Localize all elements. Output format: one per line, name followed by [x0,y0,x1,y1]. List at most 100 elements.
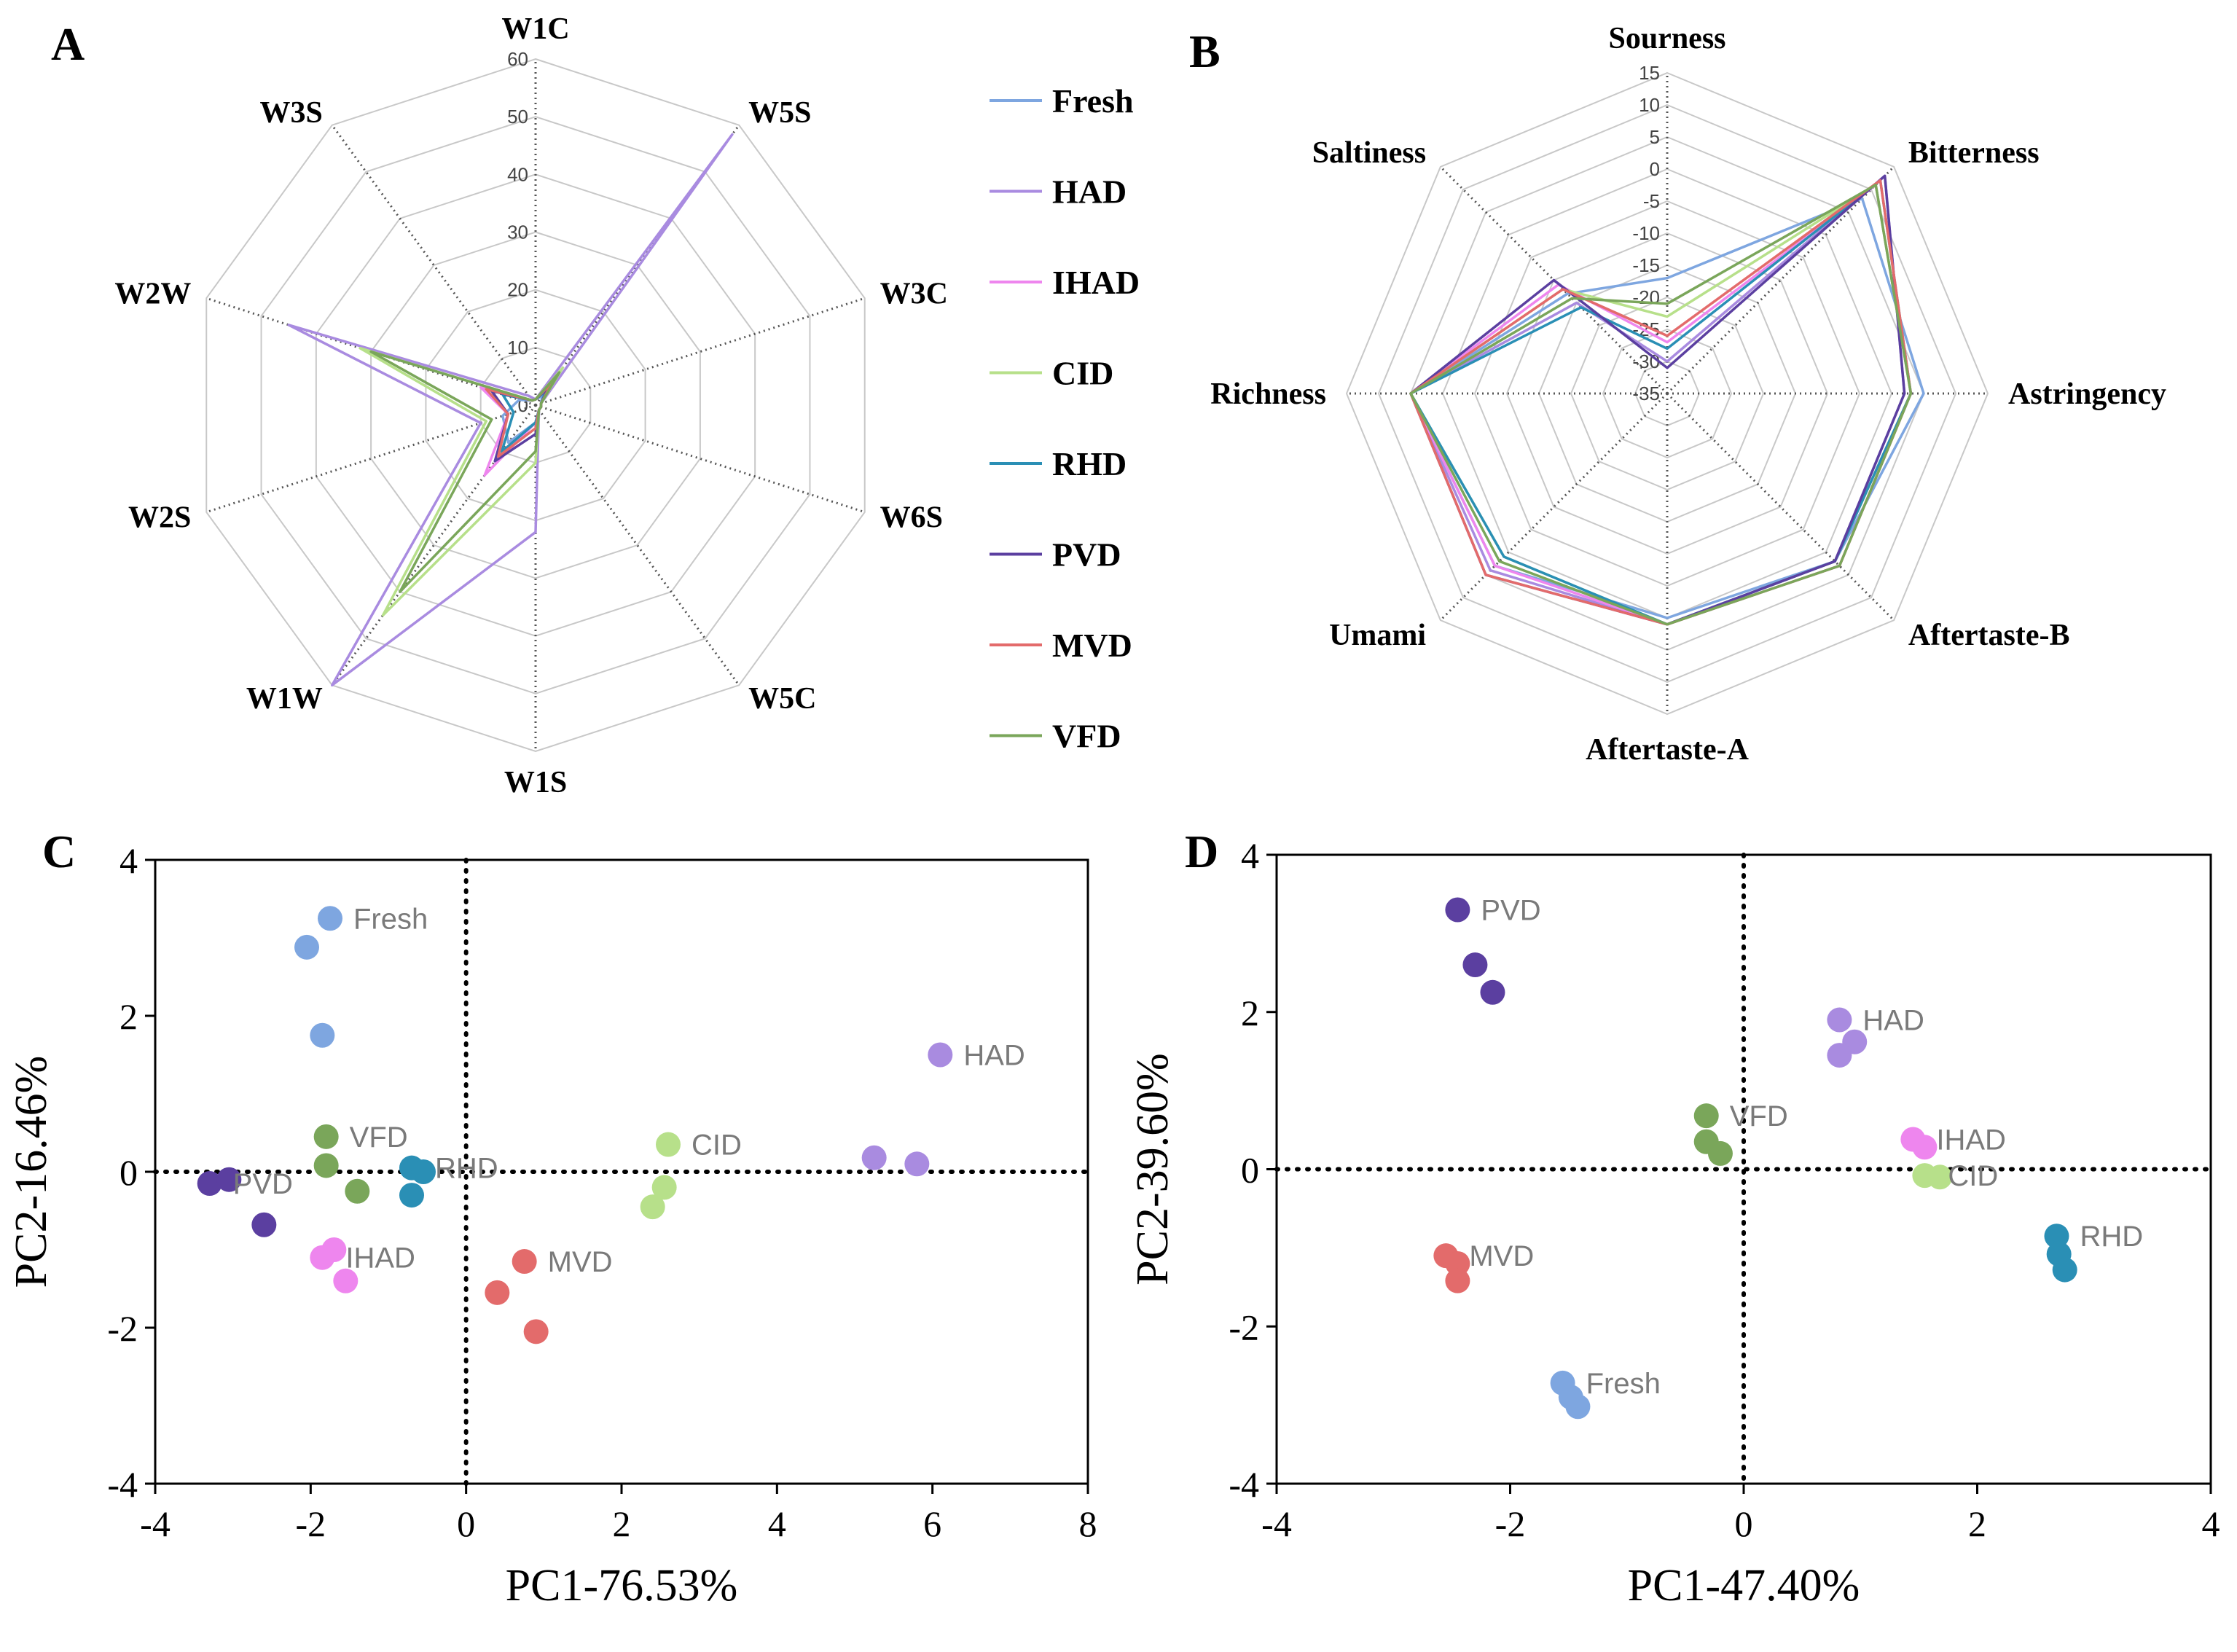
y-axis-title: PC2-39.60% [1128,1053,1178,1285]
panel-c-scatter: C -4 -2 0 2 4 6 8 -4 -2 0 2 4 PC1-76.53% PC2-16.46% Fr… [7,826,1097,1610]
radar-ring [1473,200,1861,587]
y-tick-label: 4 [1241,835,1259,876]
x-axis-title: PC1-47.40% [1628,1561,1860,1610]
point-ihad [321,1237,347,1262]
x-tick-label: -2 [1495,1503,1526,1544]
x-tick-label: 4 [2202,1503,2220,1544]
legend-item-mvd: MVD [990,627,1132,664]
x-tick-label: -4 [140,1503,171,1544]
point-pvd [1462,952,1488,978]
series-cid: CID [640,1130,742,1220]
point-vfd [313,1153,339,1178]
radar-ring [205,58,866,753]
radar-axis-label-w5s: W5S [748,96,811,130]
series-cid: CID [1912,1160,1998,1192]
series-pvd: PVD [1445,895,1541,1005]
y-axis-title: PC2-16.46% [7,1056,56,1288]
x-tick-label: 2 [1968,1503,1986,1544]
point-rhd [411,1159,436,1184]
scatter-c-plot: -4 -2 0 2 4 6 8 -4 -2 0 2 4 PC1-76.53% PC2-16.46% Fres… [7,840,1097,1610]
radar-axis-label-richness: Richness [1210,377,1326,411]
x-tick-label: 2 [613,1503,631,1544]
point-vfd [345,1178,370,1204]
point-label-had: HAD [963,1040,1025,1072]
legend-label-had: HAD [1052,173,1127,211]
radar-tick-label: 40 [507,163,528,185]
legend: Fresh HAD IHAD CID RHD PVD MVD VFD [990,82,1140,755]
radar-axis-label-astringency: Astringency [2008,377,2166,411]
legend-item-rhd: RHD [990,445,1127,482]
point-vfd [313,1124,339,1149]
y-tick-label: -4 [1229,1464,1259,1505]
y-tick-label: -2 [1229,1307,1259,1347]
radar-ring [370,231,701,579]
radar-tick-label: 15 [1639,62,1660,84]
point-label-rhd: RHD [2080,1221,2143,1253]
radar-tick-label: 50 [507,106,528,128]
radar-ring [1377,103,1957,684]
panel-d-scatter: D -4 -2 0 2 4 -4 -2 0 2 4 PC1-47.40% PC2-39.60% PVD H… [1128,826,2220,1610]
scatter-d-plot: -4 -2 0 2 4 -4 -2 0 2 4 PC1-47.40% PC2-39.60% PVD HAD… [1128,835,2220,1610]
radar-b-axis-labels: Sourness Bitterness Astringency Aftertaste-… [1210,22,2166,767]
y-tick-label: -2 [107,1308,138,1349]
radar-tick-label: 10 [507,337,528,359]
series-ihad: IHAD [310,1237,415,1293]
radar-axis-label-w1s: W1S [504,766,567,799]
panel-letter-d: D [1185,826,1218,877]
point-label-fresh: Fresh [353,903,428,935]
x-tick-label: 8 [1079,1503,1097,1544]
y-tick-label: 0 [120,1152,138,1193]
plot-frame [154,858,1089,1485]
point-fresh [318,906,342,931]
x-tick-label: -2 [296,1503,326,1544]
radar-axis-label-w1w: W1W [246,682,323,716]
radar-tick-label: -10 [1632,222,1660,244]
series-fresh: Fresh [294,903,428,1048]
point-mvd [523,1319,549,1344]
radar-ring [260,116,811,694]
radar-tick-label: 30 [507,222,528,243]
x-tick-label: 6 [923,1503,941,1544]
point-cid [640,1194,665,1220]
panel-letter-b: B [1189,26,1221,77]
radar-tick-label: 5 [1650,126,1660,148]
point-pvd [251,1212,277,1237]
radar-axis-label-w3s: W3S [260,96,323,130]
series-pvd: PVD [197,1167,293,1237]
point-ihad [1912,1135,1938,1160]
radar-axis-label-aftertaste-b: Aftertaste-B [1908,619,2070,652]
point-label-cid: CID [1948,1160,1998,1192]
legend-item-ihad: IHAD [990,264,1140,301]
series-vfd: VFD [1693,1100,1788,1166]
point-pvd [197,1171,222,1197]
point-had [1827,1043,1852,1068]
radar-axis-label-w1c: W1C [501,12,569,46]
x-tick-label: 4 [768,1503,786,1544]
point-had [861,1145,887,1170]
legend-label-fresh: Fresh [1052,82,1134,120]
radar-tick-label: -5 [1643,190,1660,212]
point-label-vfd: VFD [1730,1100,1788,1132]
point-label-fresh: Fresh [1586,1368,1661,1400]
point-fresh [310,1022,335,1048]
series-mvd: MVD [1433,1240,1534,1293]
radar-tick-label: -20 [1632,286,1660,308]
radar-axis-label-w3c: W3C [880,277,948,310]
radar-tick-label: -35 [1632,383,1660,404]
point-rhd [2044,1224,2069,1249]
legend-label-cid: CID [1052,355,1113,392]
panel-letter-a: A [51,18,85,70]
radar-b-series [1409,174,1925,626]
radar-series-cid [359,346,564,616]
point-pvd [1480,979,1505,1005]
point-pvd [1445,897,1470,923]
y-tick-label: 4 [120,840,138,881]
point-label-pvd: PVD [233,1168,293,1200]
series-vfd: VFD [313,1121,408,1204]
radar-tick-label: 20 [507,279,528,301]
point-cid [1927,1164,1953,1190]
y-tick-label: -4 [107,1464,138,1505]
y-tick-label: 2 [1241,993,1259,1033]
